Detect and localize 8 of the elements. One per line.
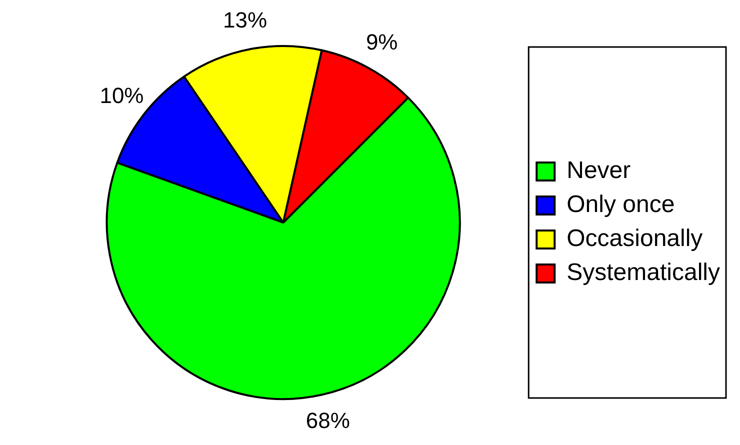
legend-label: Systematically bbox=[566, 259, 720, 286]
legend-label: Never bbox=[566, 157, 631, 184]
data-label: 9% bbox=[366, 29, 398, 54]
legend-label: Only once bbox=[566, 191, 675, 218]
legend-label: Occasionally bbox=[566, 225, 703, 252]
data-label: 10% bbox=[100, 83, 144, 108]
data-label: 68% bbox=[306, 408, 350, 434]
data-label: 13% bbox=[222, 8, 268, 33]
